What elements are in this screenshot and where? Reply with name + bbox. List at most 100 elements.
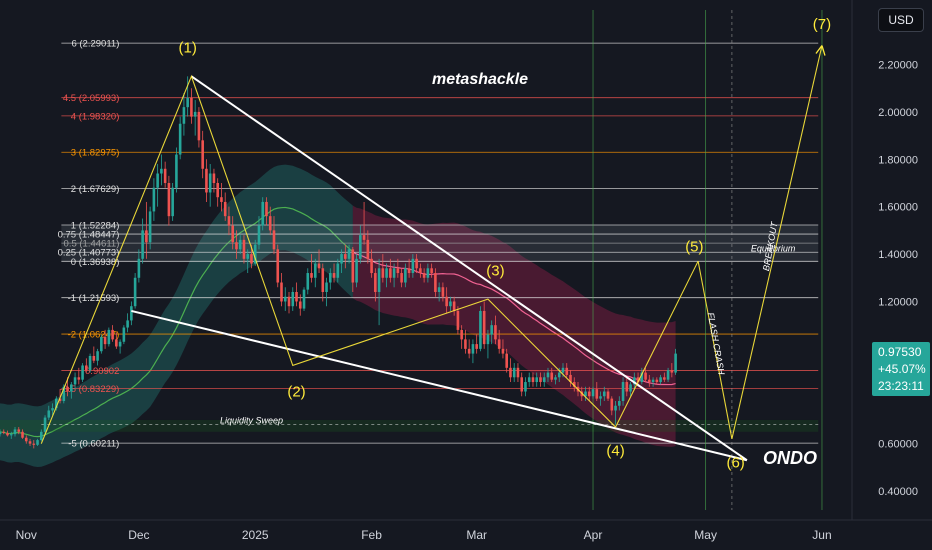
candle-body <box>115 339 118 347</box>
candle-body <box>625 382 629 392</box>
candle-body <box>66 386 69 392</box>
fib-level-label: -1 (1.21593) <box>68 293 120 304</box>
candle-body <box>674 353 677 373</box>
x-tick-label: Nov <box>16 528 37 542</box>
candle-body <box>554 377 557 380</box>
ma-line-bullish <box>0 206 354 438</box>
candle-body <box>520 377 524 392</box>
candle-body <box>295 291 298 302</box>
candle-body <box>479 310 482 349</box>
candle-body <box>313 263 317 278</box>
fib-level-label: 6 (2.29011) <box>71 39 119 50</box>
candle-body <box>21 431 24 438</box>
candle-body <box>130 306 133 321</box>
candle-body <box>100 337 103 352</box>
candle-body <box>223 201 227 217</box>
candle-body <box>145 230 148 243</box>
fib-level-label: -2 (1.06247) <box>68 330 120 341</box>
currency-button[interactable]: USD <box>878 8 924 32</box>
candle-body <box>475 344 478 349</box>
x-tick-label: Dec <box>128 528 149 542</box>
candle-body <box>584 391 587 397</box>
candle-body <box>542 377 546 383</box>
candle-body <box>430 268 433 274</box>
candle-body <box>9 434 13 436</box>
candle-body <box>190 97 193 117</box>
price-tag: 0.97530 +45.07% 23:23:11 <box>872 342 930 396</box>
candle-body <box>62 386 66 401</box>
candle-body <box>336 263 340 278</box>
candle-body <box>246 254 250 259</box>
candle-body <box>351 249 355 283</box>
candle-body <box>47 410 51 418</box>
x-tick-label: May <box>694 528 717 542</box>
candle-body <box>452 301 456 311</box>
candle-body <box>103 337 107 345</box>
wave-label: (3) <box>486 262 504 279</box>
wave-label: (2) <box>287 383 305 400</box>
candle-body <box>253 244 257 264</box>
candle-body <box>148 211 152 243</box>
candle-body <box>595 389 599 399</box>
candle-body <box>310 273 313 278</box>
candle-body <box>36 440 39 445</box>
candle-body <box>344 254 347 259</box>
candle-body <box>24 437 28 442</box>
wave-label: (6) <box>726 454 744 471</box>
equilibrium-zone <box>61 224 819 262</box>
fib-level-label: 0.25 (1.40773) <box>58 248 120 259</box>
candle-body <box>208 173 212 193</box>
candle-body <box>419 268 422 274</box>
candle-body <box>182 107 186 124</box>
candle-body <box>328 273 332 283</box>
candle-body <box>220 197 223 202</box>
candle-body <box>193 111 197 117</box>
fib-level-label: 0.90902 <box>85 366 119 377</box>
x-tick-label: Feb <box>361 528 382 542</box>
candle-body <box>231 225 235 243</box>
candle-body <box>381 268 385 278</box>
candle-body <box>407 268 411 274</box>
candle-body <box>43 417 47 432</box>
candle-body <box>587 391 591 397</box>
candle-body <box>126 320 129 328</box>
candle-body <box>347 249 351 259</box>
y-tick-label: 0.40000 <box>878 486 918 498</box>
symbol-label: ONDO <box>763 448 817 468</box>
candle-body <box>216 182 219 198</box>
candle-body <box>640 372 644 383</box>
candle-body <box>629 384 632 392</box>
candle-body <box>569 374 572 383</box>
candle-body <box>426 268 430 278</box>
candle-body <box>197 111 201 141</box>
elliott-wave-path <box>40 74 699 444</box>
candle-body <box>546 372 550 378</box>
candle-body <box>171 187 174 217</box>
candle-body <box>242 239 246 259</box>
candle-body <box>392 268 396 278</box>
candle-body <box>415 258 418 269</box>
candle-body <box>456 310 460 330</box>
candle-body <box>644 372 647 380</box>
candle-body <box>0 431 2 435</box>
x-tick-label: 2025 <box>242 528 269 542</box>
candle-body <box>591 389 595 397</box>
candle-body <box>167 182 171 217</box>
candle-body <box>663 377 666 380</box>
candle-body <box>362 235 366 240</box>
candle-body <box>359 235 362 259</box>
vertical-markers <box>592 10 823 510</box>
candle-body <box>670 370 674 373</box>
candle-body <box>325 282 328 292</box>
candle-body <box>58 398 62 401</box>
candle-body <box>32 443 36 445</box>
candle-body <box>321 268 325 292</box>
candle-body <box>70 384 73 392</box>
price-tag-change: +45.07% <box>878 362 926 376</box>
x-tick-label: Jun <box>812 528 831 542</box>
candle-body <box>527 377 531 383</box>
candle-body <box>306 273 310 290</box>
